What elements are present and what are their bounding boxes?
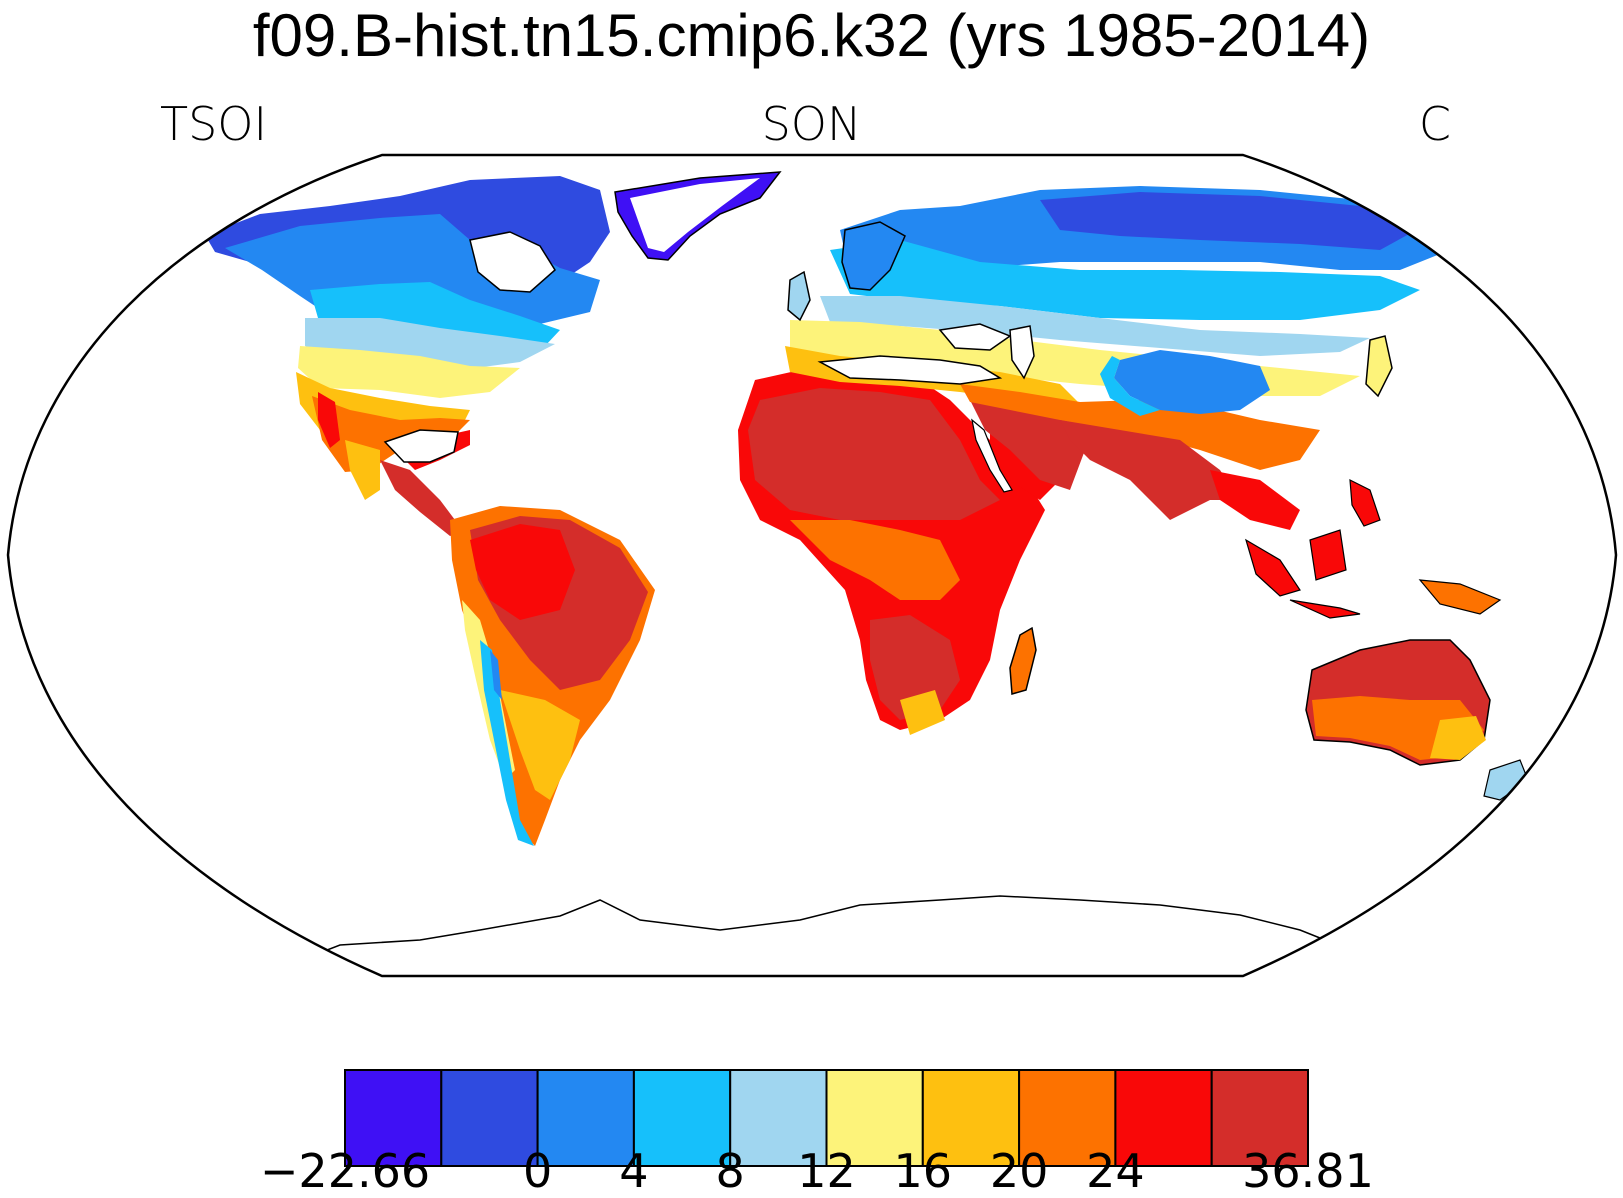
variable-label: TSOI: [160, 97, 268, 151]
units-label: C: [1418, 97, 1451, 151]
colorbar-label: 36.81: [1242, 1144, 1374, 1198]
colorbar-swatch: [1114, 1069, 1213, 1167]
colorbar-label: 8: [715, 1144, 745, 1198]
colorbar-swatch: [632, 1069, 732, 1167]
south-america: [450, 506, 655, 846]
colorbar-swatch: [729, 1069, 828, 1167]
colorbar-swatch: [536, 1069, 635, 1167]
africa: [738, 370, 1085, 735]
australia: [1305, 639, 1529, 801]
map-title: f09.B-hist.tn15.cmip6.k32 (yrs 1985-2014…: [252, 2, 1371, 69]
map-outline: [6, 153, 1618, 978]
colorbar-swatch: [440, 1069, 539, 1167]
colorbar-label: 16: [893, 1144, 953, 1198]
indonesia: [1244, 478, 1502, 619]
north-america: [205, 176, 610, 536]
eurasia: [785, 186, 1445, 530]
colorbar-label: 4: [619, 1144, 649, 1198]
colorbar-label: 20: [989, 1144, 1049, 1198]
antarctica: [259, 895, 1362, 976]
colorbar-label: −22.66: [259, 1144, 431, 1198]
colorbar-swatch: [1018, 1069, 1117, 1167]
colorbar-label: 24: [1086, 1144, 1145, 1198]
colorbar-label: 12: [797, 1144, 856, 1198]
season-label: SON: [761, 97, 862, 151]
land-fill: [205, 171, 1529, 976]
colorbar-swatch: [825, 1069, 924, 1167]
colorbar-label: 0: [522, 1144, 553, 1198]
colorbar: [344, 1069, 1309, 1167]
colorbar-swatch: [1210, 1069, 1309, 1167]
